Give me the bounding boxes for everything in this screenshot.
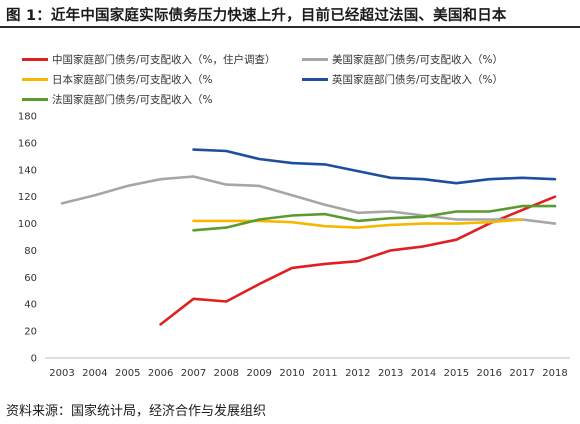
x-tick-label: 2008 — [214, 368, 239, 379]
y-tick-label: 0 — [31, 354, 37, 365]
y-tick-label: 180 — [18, 112, 37, 123]
x-tick-label: 2013 — [378, 368, 403, 379]
legend-swatch-uk — [302, 78, 328, 81]
x-tick-label: 2009 — [246, 368, 271, 379]
y-tick-label: 120 — [18, 192, 37, 203]
x-tick-label: 2004 — [82, 368, 107, 379]
y-tick-label: 40 — [24, 300, 37, 311]
x-tick-label: 2014 — [411, 368, 436, 379]
x-tick-label: 2012 — [345, 368, 370, 379]
x-tick-label: 2018 — [542, 368, 567, 379]
x-tick-label: 2007 — [181, 368, 206, 379]
legend-swatch-japan — [22, 78, 48, 81]
legend-label-france: 法国家庭部门债务/可支配收入（% — [52, 94, 213, 106]
legend-item-france: 法国家庭部门债务/可支配收入（% — [22, 92, 213, 107]
x-tick-label: 2006 — [148, 368, 173, 379]
series-line-france — [192, 204, 557, 232]
y-tick-label: 100 — [18, 219, 37, 230]
x-tick-label: 2017 — [509, 368, 534, 379]
x-tick-label: 2016 — [477, 368, 502, 379]
legend-label-china: 中国家庭部门债务/可支配收入（%，住户调查） — [52, 54, 276, 66]
source-note: 资料来源：国家统计局，经济合作与发展组织 — [6, 404, 267, 419]
legend-label-japan: 日本家庭部门债务/可支配收入（% — [52, 74, 213, 86]
legend-swatch-usa — [302, 58, 328, 61]
y-tick-label: 80 — [24, 246, 37, 257]
x-tick-label: 2010 — [279, 368, 304, 379]
series-line-usa — [60, 175, 557, 225]
title-divider — [0, 26, 580, 28]
x-tick-label: 2005 — [115, 368, 140, 379]
series-line-china — [159, 195, 557, 326]
series-line-uk — [192, 148, 557, 185]
x-tick-label: 2011 — [312, 368, 337, 379]
legend-item-china: 中国家庭部门债务/可支配收入（%，住户调查） — [22, 52, 276, 67]
legend-item-uk: 英国家庭部门债务/可支配收入（%） — [302, 72, 503, 87]
legend-swatch-france — [22, 98, 48, 101]
y-tick-label: 160 — [18, 138, 37, 149]
x-tick-label: 2003 — [49, 368, 74, 379]
y-tick-label: 20 — [24, 327, 37, 338]
y-tick-label: 140 — [18, 165, 37, 176]
legend-label-uk: 英国家庭部门债务/可支配收入（%） — [332, 74, 504, 86]
legend-item-japan: 日本家庭部门债务/可支配收入（% — [22, 72, 213, 87]
legend-swatch-china — [22, 58, 48, 61]
legend-item-usa: 美国家庭部门债务/可支配收入（%） — [302, 52, 503, 67]
y-tick-label: 60 — [24, 273, 37, 284]
chart-legend: 中国家庭部门债务/可支配收入（%，住户调查） 美国家庭部门债务/可支配收入（%）… — [0, 0, 580, 110]
figure-title: 图 1：近年中国家庭实际债务压力快速上升，目前已经超过法国、美国和日本 — [6, 8, 507, 24]
legend-label-usa: 美国家庭部门债务/可支配收入（%） — [332, 54, 504, 66]
x-tick-label: 2015 — [444, 368, 469, 379]
